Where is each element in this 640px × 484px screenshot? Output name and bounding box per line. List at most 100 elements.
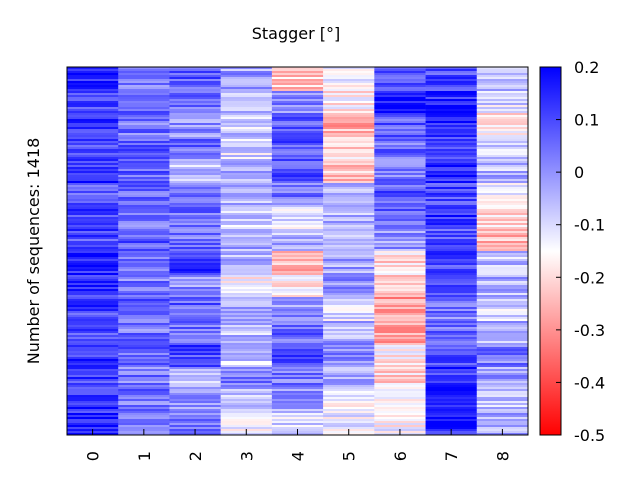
heatmap-cell <box>169 201 221 204</box>
heatmap-cell <box>271 237 324 240</box>
heatmap-cell <box>374 91 426 94</box>
heatmap-cell <box>271 261 324 264</box>
heatmap-cell <box>374 397 426 400</box>
heatmap-cell <box>323 319 375 322</box>
heatmap-cell <box>425 143 478 146</box>
heatmap-cell <box>220 361 273 364</box>
heatmap-cell <box>476 121 529 124</box>
heatmap-cell <box>220 387 273 390</box>
heatmap-cell <box>67 207 119 210</box>
heatmap-cell <box>323 99 375 102</box>
heatmap-cell <box>271 249 324 252</box>
heatmap-cell <box>220 371 273 374</box>
heatmap-cell <box>220 265 273 268</box>
heatmap-cell <box>425 79 478 82</box>
heatmap-cell <box>220 377 273 380</box>
heatmap-cell <box>220 289 273 292</box>
heatmap-cell <box>220 291 273 294</box>
heatmap-cell <box>118 177 170 180</box>
heatmap-cell <box>67 419 119 422</box>
heatmap-cell <box>425 339 478 342</box>
heatmap-cell <box>476 103 529 106</box>
heatmap-cell <box>425 391 478 394</box>
heatmap-cell <box>425 323 478 326</box>
heatmap-cell <box>271 321 324 324</box>
heatmap-cell <box>476 217 529 220</box>
heatmap-cell <box>323 393 375 396</box>
heatmap-cell <box>118 121 170 124</box>
heatmap-cell <box>220 347 273 350</box>
heatmap-cell <box>220 105 273 108</box>
heatmap-cell <box>476 127 529 130</box>
heatmap-cell <box>374 251 426 254</box>
heatmap-cell <box>476 207 529 210</box>
heatmap-cell <box>425 237 478 240</box>
heatmap-cell <box>271 317 324 320</box>
heatmap-cell <box>323 117 375 120</box>
heatmap-cell <box>374 179 426 182</box>
heatmap-cell <box>374 143 426 146</box>
heatmap-cell <box>476 407 529 410</box>
heatmap-cell <box>67 85 119 88</box>
heatmap-cell <box>169 231 221 234</box>
heatmap-cell <box>374 71 426 74</box>
heatmap-cell <box>169 263 221 266</box>
heatmap-cell <box>220 271 273 274</box>
heatmap-cell <box>169 71 221 74</box>
heatmap-cell <box>374 69 426 72</box>
heatmap-cell <box>374 415 426 418</box>
heatmap-cell <box>67 341 119 344</box>
heatmap-cell <box>323 405 375 408</box>
heatmap-cell <box>323 403 375 406</box>
heatmap-cell <box>425 113 478 116</box>
heatmap-cell <box>425 327 478 330</box>
heatmap-cell <box>118 401 170 404</box>
heatmap-cell <box>271 399 324 402</box>
heatmap-cell <box>323 67 375 70</box>
heatmap-cell <box>374 343 426 346</box>
heatmap-cell <box>220 393 273 396</box>
heatmap-cell <box>67 175 119 178</box>
heatmap-cell <box>118 135 170 138</box>
heatmap-cell <box>169 101 221 104</box>
heatmap-cell <box>323 103 375 106</box>
heatmap-cell <box>67 395 119 398</box>
heatmap-cell <box>118 291 170 294</box>
heatmap-cell <box>271 113 324 116</box>
heatmap-cell <box>271 239 324 242</box>
heatmap-cell <box>374 307 426 310</box>
heatmap-cell <box>220 93 273 96</box>
heatmap-cell <box>374 81 426 84</box>
heatmap-cell <box>220 173 273 176</box>
heatmap-cell <box>425 325 478 328</box>
heatmap-cell <box>220 151 273 154</box>
heatmap-cell <box>67 149 119 152</box>
heatmap-cell <box>323 409 375 412</box>
heatmap-cell <box>220 217 273 220</box>
heatmap-cell <box>323 391 375 394</box>
heatmap-cell <box>476 257 529 260</box>
heatmap-cell <box>425 127 478 130</box>
heatmap-cell <box>323 307 375 310</box>
heatmap-cell <box>169 363 221 366</box>
heatmap-cell <box>169 187 221 190</box>
heatmap-cell <box>220 331 273 334</box>
heatmap-cell <box>425 203 478 206</box>
heatmap-cell <box>323 197 375 200</box>
heatmap-cell <box>374 299 426 302</box>
heatmap-cell <box>118 259 170 262</box>
heatmap-cell <box>323 79 375 82</box>
heatmap-cell <box>476 259 529 262</box>
heatmap-cell <box>374 165 426 168</box>
heatmap-cell <box>67 411 119 414</box>
heatmap-cell <box>425 273 478 276</box>
heatmap-cell <box>374 167 426 170</box>
heatmap-cell <box>476 145 529 148</box>
heatmap-cell <box>220 243 273 246</box>
heatmap-cell <box>425 347 478 350</box>
heatmap-cell <box>169 193 221 196</box>
heatmap-cell <box>67 249 119 252</box>
heatmap-cell <box>220 75 273 78</box>
heatmap-cell <box>323 233 375 236</box>
heatmap-cell <box>476 295 529 298</box>
